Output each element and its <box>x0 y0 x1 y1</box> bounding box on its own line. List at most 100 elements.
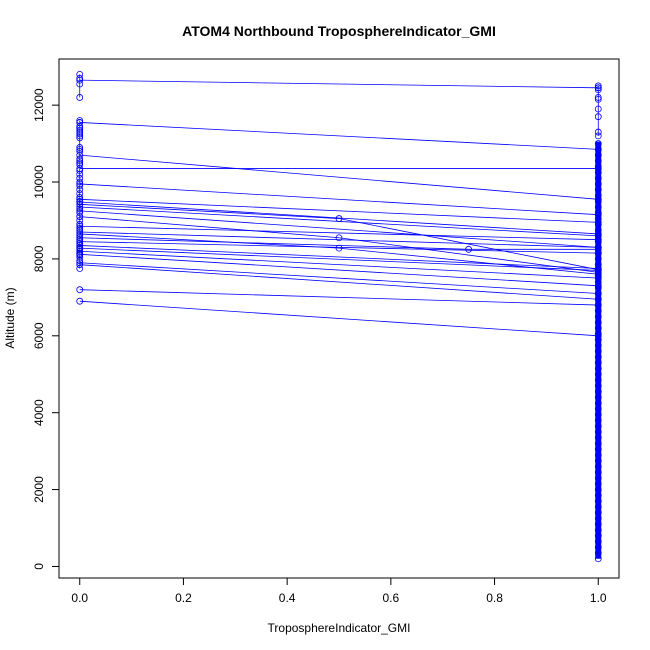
data-point <box>76 253 84 261</box>
data-point <box>594 274 602 282</box>
data-point <box>76 144 84 151</box>
data-point <box>76 157 84 165</box>
series-segment <box>79 216 599 273</box>
data-point <box>465 245 473 253</box>
data-point <box>76 209 84 217</box>
data-point <box>594 84 602 92</box>
data-point <box>594 265 602 272</box>
y-tick-label: 8000 <box>32 245 46 272</box>
y-tick-label: 10000 <box>32 165 46 199</box>
series-segment <box>79 300 599 337</box>
series-segment <box>79 264 599 300</box>
data-point <box>76 257 84 265</box>
series-segment <box>79 154 599 200</box>
data-point <box>594 245 602 253</box>
data-point <box>594 94 602 101</box>
series-segment <box>79 250 599 279</box>
data-point <box>594 86 602 94</box>
series-lines <box>79 74 602 559</box>
series-segment <box>79 203 599 271</box>
data-point <box>76 200 84 208</box>
y-tick-label: 6000 <box>32 322 46 349</box>
data-point <box>594 282 602 290</box>
data-point <box>76 217 84 224</box>
data-point <box>594 128 602 136</box>
data-point <box>76 182 84 190</box>
x-tick-label: 0.2 <box>175 591 192 605</box>
series-segment <box>79 231 599 248</box>
data-point <box>76 147 84 155</box>
series-points <box>76 70 602 563</box>
data-point <box>76 224 84 232</box>
series-segment <box>79 237 599 250</box>
x-axis-label: TroposphereIndicator_GMI <box>268 621 411 635</box>
data-point <box>76 261 84 269</box>
data-point <box>76 297 84 305</box>
series-segment <box>79 289 599 306</box>
series-segment <box>79 210 599 248</box>
y-tick-label: 4000 <box>32 399 46 426</box>
data-point <box>76 249 84 257</box>
data-point <box>76 232 84 240</box>
data-point <box>594 195 602 203</box>
data-point <box>76 213 84 221</box>
data-point <box>76 190 84 197</box>
data-point <box>76 132 84 140</box>
data-point <box>76 265 84 272</box>
data-point <box>76 94 84 101</box>
data-point <box>76 159 84 167</box>
data-point <box>76 174 84 182</box>
data-point <box>594 211 602 219</box>
data-point <box>335 234 343 242</box>
y-tick-label: 2000 <box>32 476 46 503</box>
x-tick-label: 1.0 <box>590 591 607 605</box>
series-segment <box>79 79 599 89</box>
data-point <box>76 186 84 194</box>
chart-title: ATOM4 Northbound TroposphereIndicator_GM… <box>182 23 496 39</box>
data-point <box>594 236 602 244</box>
data-point <box>594 140 602 147</box>
data-point <box>594 132 602 140</box>
x-tick-label: 0.6 <box>383 591 400 605</box>
data-point <box>76 197 84 205</box>
data-point <box>594 95 602 103</box>
data-point <box>594 113 602 121</box>
data-point <box>76 286 84 294</box>
data-point <box>594 165 602 172</box>
data-point <box>76 193 84 201</box>
data-point <box>335 215 343 222</box>
series-segment <box>79 247 599 271</box>
series-segment <box>79 253 599 287</box>
series-segment <box>79 201 599 235</box>
series-segment <box>79 183 599 216</box>
series-segment <box>79 241 599 254</box>
data-point <box>76 145 84 153</box>
data-point <box>594 218 602 226</box>
data-point <box>76 167 84 174</box>
data-point <box>594 82 602 90</box>
series-segment <box>79 225 599 241</box>
data-point <box>76 236 84 244</box>
data-point <box>76 205 84 213</box>
data-point <box>594 332 602 340</box>
y-axis: 0 2000 4000 6000 8000 10000 12000 <box>32 88 60 570</box>
series-segment <box>79 198 599 223</box>
series-segment <box>79 122 599 150</box>
x-tick-label: 0.8 <box>486 591 503 605</box>
series-segment <box>79 233 599 275</box>
data-point <box>76 134 84 142</box>
data-point <box>76 170 84 178</box>
x-tick-label: 0.4 <box>279 591 296 605</box>
data-point <box>335 244 343 252</box>
y-tick-label: 0 <box>32 563 46 570</box>
data-point <box>76 130 84 138</box>
y-tick-label: 12000 <box>32 88 46 122</box>
data-point <box>594 105 602 113</box>
series-segment <box>79 245 599 269</box>
x-axis: 0.0 0.2 0.4 0.6 0.8 1.0 <box>71 577 607 605</box>
x-tick-label: 0.0 <box>71 591 88 605</box>
series-segment <box>79 262 599 294</box>
y-axis-label: Altitude (m) <box>3 287 17 348</box>
